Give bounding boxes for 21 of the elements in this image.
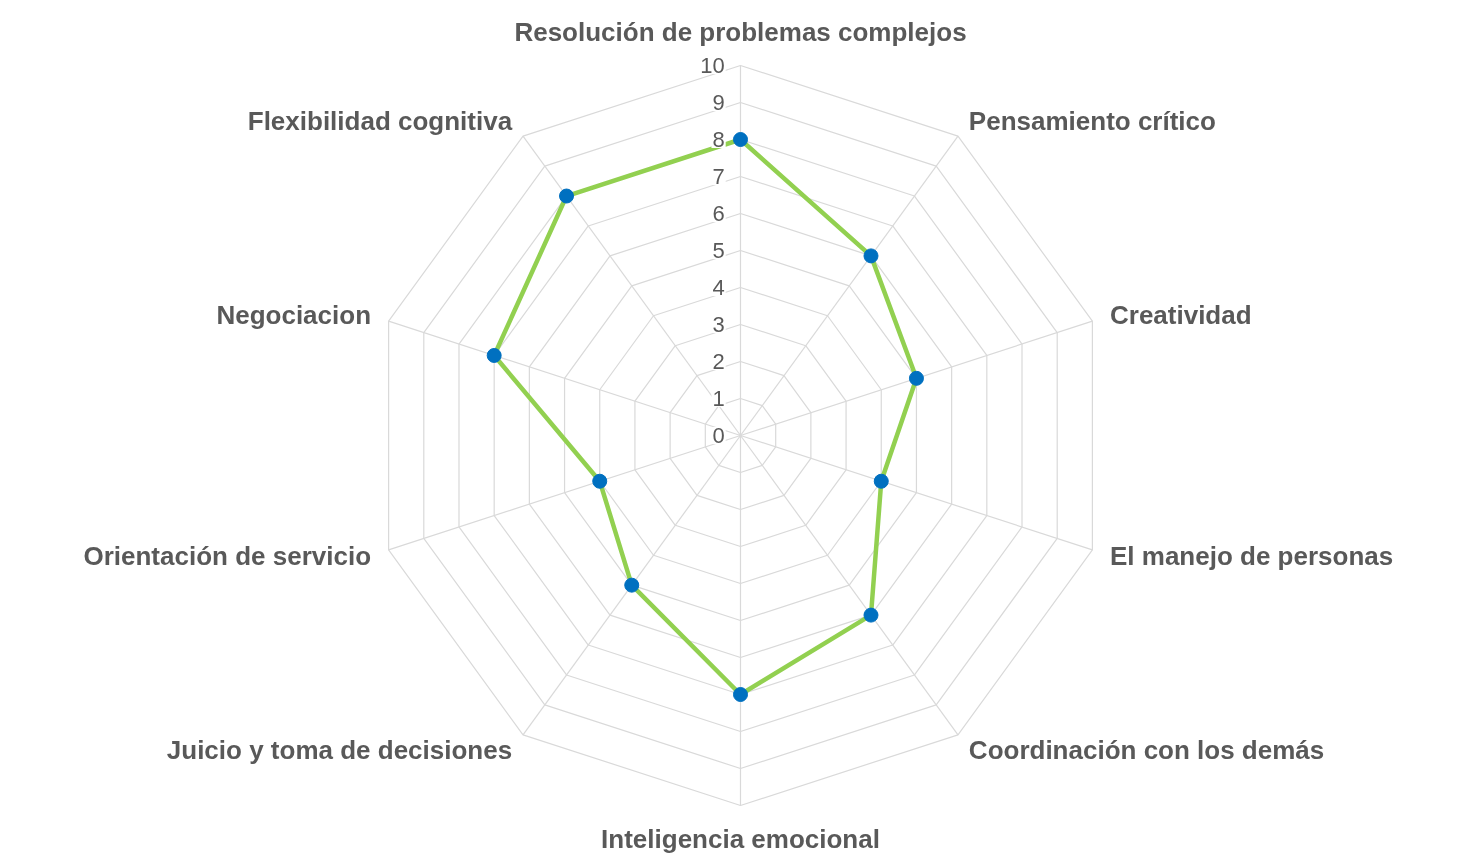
spoke-label: Creatividad — [1109, 300, 1252, 331]
spoke-label: Coordinación con los demás — [968, 734, 1325, 765]
y-tick-label: 4 — [712, 275, 725, 300]
y-tick-label: 6 — [712, 201, 725, 226]
spoke-label: Juicio y toma de decisiones — [166, 734, 513, 765]
y-tick-label: 5 — [712, 238, 725, 263]
y-tick-label: 9 — [712, 90, 725, 115]
spoke-label: Orientación de servicio — [83, 540, 372, 571]
spoke-label: Inteligencia emocional — [601, 824, 880, 854]
y-tick-label: 1 — [712, 386, 725, 411]
spoke-label: Flexibilidad cognitiva — [247, 106, 513, 137]
y-tick-label: 8 — [712, 127, 725, 152]
y-tick-label: 7 — [712, 164, 725, 189]
spoke-label: Pensamiento crítico — [968, 106, 1216, 137]
y-tick-label: 0 — [712, 423, 725, 448]
y-tick-label: 2 — [712, 349, 725, 374]
spoke-label: Resolución de problemas complejos — [514, 17, 967, 47]
spoke-label: El manejo de personas — [1109, 540, 1394, 571]
y-tick-label: 3 — [712, 312, 725, 337]
y-tick-label: 10 — [700, 53, 725, 78]
spoke-label: Negociacion — [216, 300, 372, 331]
